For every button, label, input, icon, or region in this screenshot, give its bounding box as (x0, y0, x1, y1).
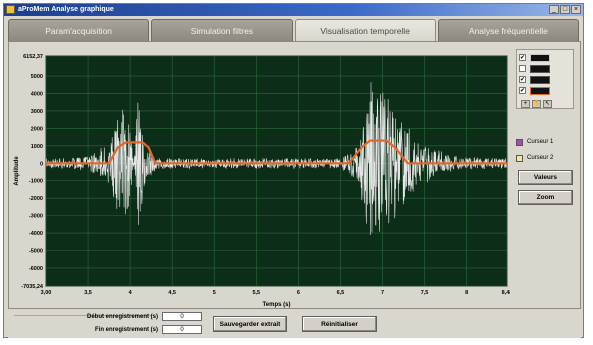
y-axis-label: Amplitude (14, 156, 20, 186)
y-tick-label: 1000 (31, 144, 43, 150)
tab-simulation-filtres[interactable]: Simulation filtres (151, 19, 293, 41)
app-icon (6, 5, 15, 14)
legend-row[interactable]: ✔ (519, 53, 550, 62)
bottom-controls: Début enregistrement (s) 0 Fin enregistr… (8, 309, 581, 338)
graph-tools: + ✋ ↖ (521, 100, 552, 108)
x-tick-label: 4,5 (168, 290, 176, 296)
zoom-button[interactable]: Zoom (518, 190, 573, 205)
y-tick-label: 2000 (31, 126, 43, 132)
tab-acquisition[interactable]: Param'acquisition (8, 19, 150, 41)
x-tick-label: 3,00 (41, 290, 52, 296)
legend-row[interactable]: ✔ (519, 86, 550, 95)
cursor1-legend: Curseur 1 (516, 137, 553, 147)
minimize-button[interactable]: _ (549, 5, 559, 14)
end-field[interactable]: 0 (162, 325, 202, 334)
y-tick-label: -4000 (29, 231, 43, 237)
end-label: Fin enregistrement (s) (94, 326, 158, 333)
y-tick-label: -7035,24 (21, 284, 44, 290)
save-extract-button[interactable]: Sauvegarder extrait (213, 316, 287, 332)
y-tick-label: 0 (40, 161, 43, 167)
x-tick-label: 8,48 (502, 290, 510, 296)
divider (14, 315, 154, 334)
legend-swatch (530, 64, 550, 73)
x-tick-label: 6 (297, 290, 300, 296)
title-bar: aProMem Analyse graphique _ □ × (4, 4, 583, 16)
start-row: Début enregistrement (s) 0 (58, 312, 202, 321)
tab-visualisation-temporelle[interactable]: Visualisation temporelle (294, 19, 436, 41)
hand-icon[interactable]: ✋ (532, 100, 541, 108)
cursor2-legend: Curseur 2 (516, 153, 553, 163)
waveform-chart[interactable]: 6152,37 5000 4000 3000 2000 1000 0 -1000 -2000 -3… (10, 54, 510, 310)
end-row: Fin enregistrement (s) 0 (58, 325, 202, 334)
y-tick-label: -2000 (29, 196, 43, 202)
legend-swatch (530, 75, 550, 84)
start-label: Début enregistrement (s) (86, 313, 158, 320)
maximize-button[interactable]: □ (560, 5, 570, 14)
tab-bar: Param'acquisition Simulation filtres Vis… (8, 19, 581, 41)
x-tick-label: 3,5 (84, 290, 92, 296)
window-title: aProMem Analyse graphique (18, 6, 114, 13)
y-tick-label: -3000 (29, 214, 43, 220)
x-tick-label: 4 (129, 290, 133, 296)
zoom-icon[interactable]: + (521, 100, 530, 108)
cursor1-swatch (516, 138, 523, 146)
legend-row[interactable]: ✔ (519, 75, 550, 84)
start-field[interactable]: 0 (162, 312, 202, 321)
y-tick-label: -6000 (29, 266, 43, 272)
values-button[interactable]: Valeurs (518, 170, 573, 185)
y-tick-label: 5000 (31, 74, 43, 80)
tab-analyse-frequentielle[interactable]: Analyse fréquentielle (437, 19, 579, 41)
x-tick-label: 8 (465, 290, 468, 296)
legend-checkbox[interactable]: ✔ (519, 54, 526, 61)
close-button[interactable]: × (571, 5, 581, 14)
x-tick-label: 5,5 (252, 290, 260, 296)
legend-swatch-envelope (530, 86, 550, 95)
legend-checkbox[interactable]: ✔ (519, 87, 526, 94)
y-tick-label: 6152,37 (23, 54, 43, 60)
x-tick-label: 7,5 (421, 290, 429, 296)
plot-legend: ✔ ✔ ✔ + ✋ ↖ (516, 49, 574, 109)
waveform-svg: 6152,37 5000 4000 3000 2000 1000 0 -1000 -2000 -3… (14, 54, 510, 308)
reset-button[interactable]: Réinitialiser (302, 316, 377, 332)
cursor2-label: Curseur 2 (527, 155, 554, 161)
window-controls: _ □ × (549, 5, 581, 14)
envelope-line (46, 139, 507, 165)
cursor1-label: Curseur 1 (527, 139, 554, 145)
cursor2-swatch (516, 154, 523, 162)
legend-checkbox[interactable] (519, 65, 526, 72)
x-tick-label: 5 (213, 290, 216, 296)
x-tick-label: 6,5 (337, 290, 345, 296)
cursor-icon[interactable]: ↖ (543, 100, 552, 108)
y-tick-label: 4000 (31, 92, 43, 98)
legend-checkbox[interactable]: ✔ (519, 76, 526, 83)
legend-row[interactable] (519, 64, 550, 73)
y-tick-label: -1000 (29, 179, 43, 185)
legend-swatch-signal (530, 53, 550, 62)
y-tick-label: 3000 (31, 109, 43, 115)
x-axis-label: Temps (s) (263, 302, 291, 308)
y-tick-label: -5000 (29, 249, 43, 255)
app-window: aProMem Analyse graphique _ □ × Param'ac… (3, 3, 584, 338)
x-tick-label: 7 (381, 290, 384, 296)
